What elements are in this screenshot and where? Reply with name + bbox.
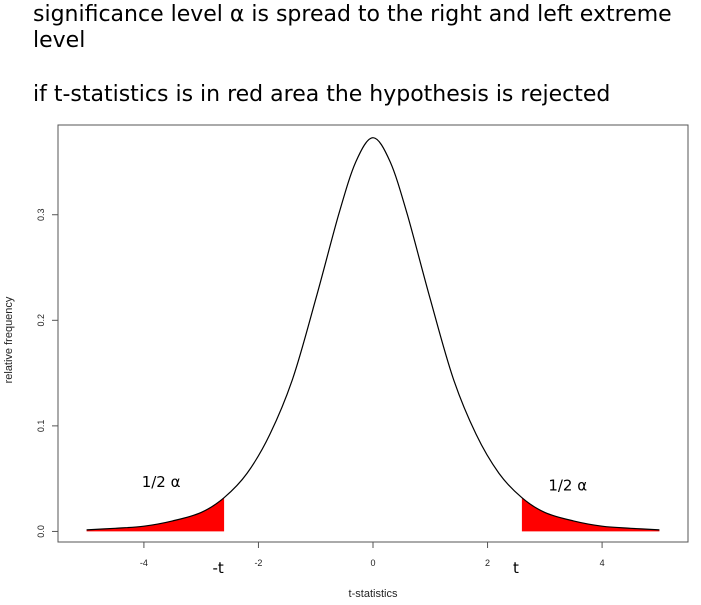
x-tick-label: -2 xyxy=(254,558,262,568)
right-half-alpha-label: 1/2 α xyxy=(548,476,587,494)
x-tick-label: -4 xyxy=(140,558,148,568)
y-tick-label: 0.0 xyxy=(36,525,46,538)
y-tick-label: 0.3 xyxy=(36,208,46,221)
critical-label-negative-t: -t xyxy=(212,559,223,577)
x-axis: -4 -2 0 2 4 xyxy=(140,542,605,568)
x-tick-label: 0 xyxy=(370,558,375,568)
y-axis: 0.0 0.1 0.2 0.3 xyxy=(36,208,58,538)
x-axis-title: t-statistics xyxy=(349,588,398,600)
x-tick-label: 4 xyxy=(600,558,605,568)
description-line-1: significance level α is spread to the ri… xyxy=(33,2,672,53)
description-line-2: if t-statistics is in red area the hypot… xyxy=(33,82,611,107)
y-tick-label: 0.1 xyxy=(36,420,46,433)
y-axis-title: relative frequency xyxy=(3,296,15,383)
y-tick-label: 0.2 xyxy=(36,314,46,327)
critical-label-t: t xyxy=(513,559,519,577)
right-rejection-region xyxy=(521,497,660,532)
critical-value-labels: -t t xyxy=(212,559,519,577)
left-half-alpha-label: 1/2 α xyxy=(142,473,181,491)
left-rejection-region xyxy=(86,497,225,532)
alpha-annotations: 1/2 α 1/2 α xyxy=(142,473,588,494)
rejection-regions xyxy=(86,497,660,532)
x-tick-label: 2 xyxy=(485,558,490,568)
density-curve xyxy=(86,137,660,531)
